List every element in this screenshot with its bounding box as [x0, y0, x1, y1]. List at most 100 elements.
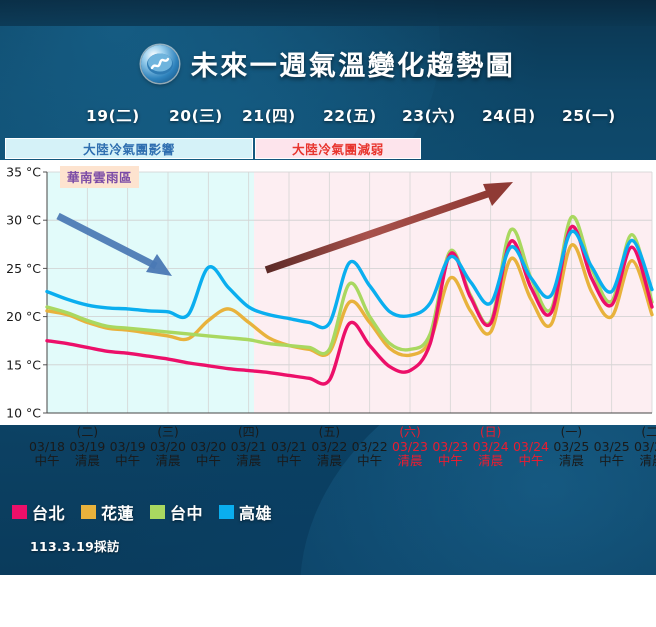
x-axis-tick-3: (三) 03/20 清晨	[141, 426, 195, 467]
x-axis-tick-5: (四) 03/21 清晨	[222, 426, 276, 467]
x-tick-time: 清晨	[74, 452, 100, 468]
x-axis-tick-15: (二)03/26清晨	[625, 426, 656, 467]
y-axis-tick-25: 25 °C	[6, 261, 41, 276]
background-top-strip	[0, 0, 656, 26]
title-bar: 未來一週氣溫變化趨勢圖	[0, 44, 656, 83]
x-tick-time: 中午	[437, 452, 463, 468]
bottom-white-strip	[0, 575, 656, 627]
legend-label-hualien: 花蓮	[101, 504, 135, 523]
legend-swatch-kaohsiung	[219, 505, 235, 519]
legend-item-taipei: 台北	[12, 500, 65, 524]
x-axis-tick-0: 03/18 中午	[20, 426, 74, 467]
warming-trend-arrow	[264, 182, 513, 274]
region-tag-huanan-rain-area: 華南雲雨區	[60, 166, 140, 188]
y-axis-tick-20: 20 °C	[6, 309, 41, 324]
day-chip-24: 24(日)	[482, 107, 536, 125]
x-tick-date: 03/25	[593, 439, 630, 454]
x-axis-tick-7: (五) 03/22 清晨	[302, 426, 356, 467]
band-cold-air-mass-weakening: 大陸冷氣團減弱	[255, 138, 421, 159]
series-line-高雄	[45, 229, 654, 330]
x-tick-weekday: (五)	[318, 425, 341, 439]
legend-swatch-taipei	[12, 505, 27, 519]
x-tick-time: 中午	[276, 452, 302, 468]
x-tick-time: 中午	[599, 452, 625, 468]
x-axis-tick-6: 03/21 中午	[262, 426, 316, 467]
day-chip-21: 21(四)	[242, 107, 296, 125]
legend-swatch-hualien	[81, 505, 97, 519]
x-tick-date: 03/21	[230, 439, 267, 454]
x-tick-date: 03/24	[512, 439, 550, 454]
x-tick-time: 清晨	[558, 452, 584, 468]
x-tick-date: 03/26	[633, 439, 656, 454]
x-tick-time: 清晨	[639, 452, 656, 468]
x-tick-weekday: (三)	[157, 425, 179, 439]
page-title: 未來一週氣溫變化趨勢圖	[190, 51, 516, 82]
series-line-台北	[45, 225, 654, 386]
x-axis-tick-9: (六) 03/23 清晨	[383, 426, 437, 467]
weather-bureau-wave-icon	[140, 44, 179, 83]
x-axis-tick-2: 03/19 中午	[101, 426, 155, 467]
source-caption: 113.3.19採訪	[30, 539, 120, 554]
x-tick-weekday: (二)	[76, 425, 99, 439]
temperature-chart: 10 °C 15 °C 20 °C 25 °C 30 °C 35 °C 華南雲雨區	[0, 160, 656, 425]
y-axis-tick-15: 15 °C	[6, 357, 41, 372]
x-tick-date: 03/25	[553, 439, 590, 454]
day-chip-19: 19(二)	[86, 107, 140, 125]
x-tick-date: 03/24	[472, 439, 509, 454]
x-tick-date: 03/22	[311, 439, 348, 454]
day-chip-23: 23(六)	[402, 107, 456, 125]
y-axis-tick-35: 35 °C	[6, 165, 41, 180]
x-tick-date: 03/20	[149, 439, 187, 454]
x-tick-weekday: (六)	[399, 425, 421, 439]
x-axis-tick-13: (一) 03/25 清晨	[544, 426, 598, 467]
day-chip-20: 20(三)	[169, 107, 223, 125]
legend-item-kaohsiung: 高雄	[219, 500, 272, 524]
x-tick-date: 03/19	[109, 439, 146, 454]
series-line-花蓮	[45, 243, 654, 358]
x-axis-tick-12: 03/24 中午	[504, 426, 558, 467]
day-chip-22: 22(五)	[323, 107, 377, 125]
y-axis-tick-30: 30 °C	[6, 213, 41, 228]
legend-label-taipei: 台北	[32, 504, 66, 523]
x-tick-weekday: (二)	[641, 425, 656, 439]
x-axis-tick-4: 03/20 中午	[181, 426, 235, 467]
x-tick-time: 清晨	[236, 452, 262, 468]
x-tick-time: 中午	[195, 452, 221, 468]
x-tick-date: 03/23	[391, 439, 429, 454]
x-tick-time: 中午	[34, 452, 60, 468]
day-chip-25: 25(一)	[562, 107, 616, 125]
x-tick-time: 清晨	[397, 452, 423, 468]
chart-legend: 台北 花蓮 台中 高雄	[12, 500, 272, 524]
x-tick-time: 清晨	[478, 452, 504, 468]
x-tick-weekday: (日)	[479, 425, 502, 439]
x-tick-time: 清晨	[316, 452, 342, 468]
x-axis-labels: 03/18 中午 (二) 03/19 清晨 03/19 中午 (三) 03/20 清晨 03/20 中…	[0, 426, 656, 488]
x-tick-date: 03/23	[432, 439, 469, 454]
x-tick-date: 03/18	[28, 439, 66, 454]
x-tick-date: 03/21	[270, 439, 308, 454]
day-chip-row: 19(二) 20(三) 21(四) 22(五) 23(六) 24(日) 25(一…	[62, 104, 656, 130]
band-cold-air-mass-influence: 大陸冷氣團影響	[5, 138, 253, 159]
legend-item-hualien: 花蓮	[81, 500, 134, 524]
x-tick-time: 中午	[357, 452, 383, 468]
x-tick-weekday: (一)	[560, 425, 583, 439]
x-tick-date: 03/19	[69, 439, 106, 454]
legend-label-taichung: 台中	[170, 504, 204, 523]
x-tick-date: 03/22	[351, 439, 388, 454]
x-axis-tick-1: (二) 03/19 清晨	[60, 426, 114, 467]
legend-item-taichung: 台中	[150, 500, 203, 524]
x-tick-date: 03/20	[190, 439, 227, 454]
x-axis-tick-11: (日) 03/24 清晨	[464, 426, 518, 467]
x-axis-tick-10: 03/23 中午	[423, 426, 477, 467]
y-axis-tick-10: 10 °C	[6, 406, 41, 421]
cooling-trend-arrow	[56, 212, 172, 276]
legend-label-kaohsiung: 高雄	[239, 504, 273, 523]
x-tick-time: 中午	[115, 452, 141, 468]
x-axis-tick-8: 03/22 中午	[343, 426, 397, 467]
legend-swatch-taichung	[150, 505, 166, 519]
x-tick-time: 中午	[518, 452, 544, 468]
x-tick-time: 清晨	[155, 452, 181, 468]
x-tick-weekday: (四)	[237, 425, 260, 439]
x-axis-tick-14: 03/25 中午	[585, 426, 639, 467]
